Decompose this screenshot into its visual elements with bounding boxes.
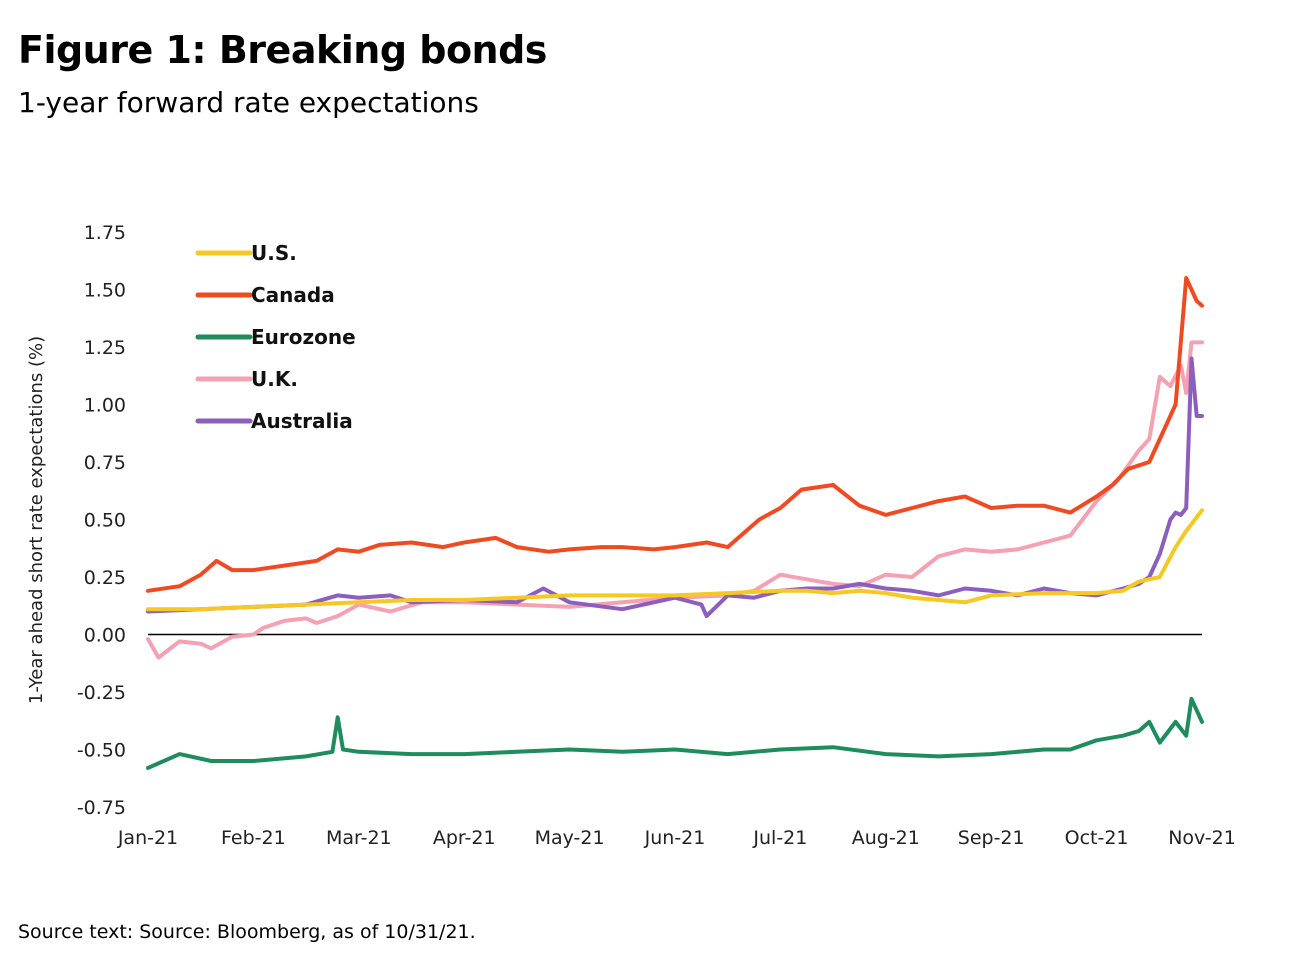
legend-label: Canada: [251, 283, 335, 307]
source-note: Source text: Source: Bloomberg, as of 10…: [18, 921, 476, 943]
x-tick-label: Jun-21: [644, 827, 706, 849]
x-tick-label: Feb-21: [221, 827, 286, 849]
x-tick-label: Oct-21: [1065, 827, 1129, 849]
series-line-canada: [146, 276, 1204, 593]
x-tick-label: May-21: [535, 827, 605, 849]
y-tick-label: 1.25: [84, 337, 126, 359]
y-tick-label: 1.50: [84, 280, 126, 302]
series-lines: [146, 276, 1204, 770]
x-tick-label: Jan-21: [117, 827, 178, 849]
legend-label: U.S.: [251, 241, 297, 265]
y-tick-label: 0.00: [84, 625, 126, 647]
legend: U.S. Canada Eurozone U.K. Australia: [195, 241, 356, 433]
chart-title: Figure 1: Breaking bonds: [18, 28, 547, 72]
y-tick-label: 1.00: [84, 395, 126, 417]
x-tick-label: Jul-21: [752, 827, 807, 849]
legend-label: U.K.: [251, 367, 298, 391]
x-tick-label: Nov-21: [1168, 827, 1236, 849]
y-tick-label: 0.50: [84, 510, 126, 532]
legend-label: Eurozone: [251, 325, 356, 349]
y-tick-label: -0.50: [77, 740, 126, 762]
line-chart: 1.75 1.50 1.25 1.00 0.75 0.50 0.25 0.00 -0.25 -0.…: [26, 222, 1236, 849]
legend-label: Australia: [251, 409, 353, 433]
y-tick-label: 1.75: [84, 222, 126, 244]
chart-subtitle: 1-year forward rate expectations: [18, 86, 479, 119]
series-line-u-k: [146, 340, 1204, 660]
x-axis: Jan-21 Feb-21 Mar-21 Apr-21 May-21 Jun-21 Jul-…: [117, 827, 1236, 849]
y-tick-label: -0.75: [77, 797, 126, 819]
y-tick-label: -0.25: [77, 682, 126, 704]
y-tick-label: 0.25: [84, 567, 126, 589]
series-line-australia: [146, 356, 1204, 619]
y-tick-label: 0.75: [84, 452, 126, 474]
x-tick-label: Aug-21: [852, 827, 920, 849]
x-tick-label: Mar-21: [326, 827, 392, 849]
y-axis: 1.75 1.50 1.25 1.00 0.75 0.50 0.25 0.00 -0.25 -0.…: [77, 222, 126, 819]
x-tick-label: Apr-21: [433, 827, 496, 849]
x-tick-label: Sep-21: [958, 827, 1025, 849]
series-line-u-s: [146, 508, 1204, 612]
series-line-eurozone: [146, 696, 1204, 770]
y-axis-label: 1-Year ahead short rate expectations (%): [26, 336, 47, 704]
